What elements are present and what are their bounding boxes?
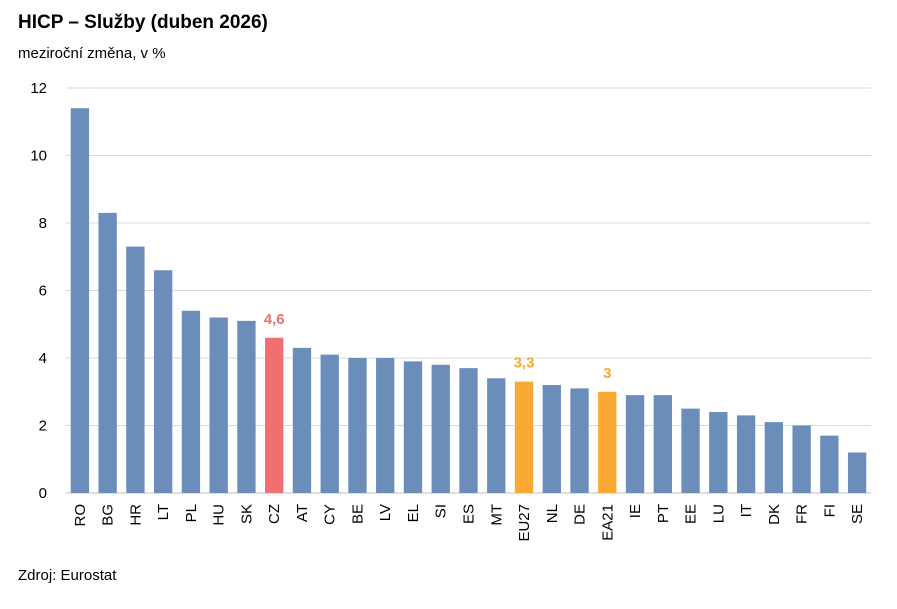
y-tick-label: 4 [39, 350, 47, 367]
x-tick-label: BG [100, 504, 117, 526]
x-tick-label: SK [238, 504, 255, 524]
data-label-cz: 4,6 [264, 311, 285, 328]
bar-hr [126, 246, 145, 493]
x-tick-label: PL [183, 504, 200, 522]
bar-pt [653, 395, 672, 493]
bar-lu [709, 412, 728, 493]
x-tick-label: EU27 [516, 504, 533, 542]
bar-sk [237, 320, 256, 493]
x-tick-label: IT [738, 504, 755, 517]
bar-si [431, 364, 450, 493]
y-tick-label: 0 [39, 485, 47, 502]
bar-fr [792, 425, 811, 493]
bar-nl [542, 385, 561, 493]
x-tick-label: PT [655, 504, 672, 523]
bar-lv [376, 358, 395, 493]
x-tick-label: SE [849, 504, 866, 524]
data-label-eu27: 3,3 [514, 355, 535, 372]
x-tick-label: HU [211, 504, 228, 526]
bar-ie [625, 395, 645, 493]
bar-cz [265, 337, 284, 493]
bar-it [736, 415, 756, 493]
x-tick-label: SI [433, 504, 450, 518]
bar-mt [487, 378, 506, 493]
bar-be [348, 358, 367, 493]
bar-bg [98, 212, 117, 493]
y-tick-label: 12 [30, 80, 47, 97]
bar-el [403, 361, 423, 493]
bar-de [570, 388, 589, 493]
bar-ea21 [598, 391, 617, 493]
bar-at [292, 347, 312, 493]
bar-lt [153, 270, 173, 493]
bar-es [459, 368, 478, 493]
x-tick-label: DK [766, 504, 783, 525]
x-tick-label: EA21 [599, 504, 616, 541]
bar-ro [70, 108, 90, 493]
source-note: Zdroj: Eurostat [18, 567, 117, 584]
y-tick-label: 6 [39, 283, 47, 300]
x-tick-label: MT [488, 504, 505, 526]
x-tick-label: EE [683, 504, 700, 524]
data-labels: 4,6 3,3 3 [264, 311, 612, 382]
x-tick-label: BE [349, 504, 366, 524]
gridlines [66, 87, 871, 494]
bar-hu [209, 317, 228, 493]
x-tick-label: IE [627, 504, 644, 518]
data-label-ea21: 3 [603, 365, 611, 382]
bar-cy [320, 354, 339, 493]
x-tick-label: LV [377, 504, 394, 521]
x-tick-label: LT [155, 504, 172, 520]
y-axis-ticks: 0 2 4 6 8 10 12 [30, 80, 47, 502]
x-tick-label: LU [710, 504, 727, 523]
chart-title: HICP – Služby (duben 2026) [18, 12, 268, 33]
bar-pl [181, 310, 201, 493]
bar-ee [681, 408, 700, 493]
y-tick-label: 10 [30, 148, 47, 165]
x-tick-label: ES [461, 504, 478, 524]
bar-se [847, 452, 867, 493]
y-tick-label: 8 [39, 215, 47, 232]
x-tick-label: EL [405, 504, 422, 522]
bar-fi [820, 435, 839, 493]
x-tick-label: HR [127, 504, 144, 526]
x-tick-label: NL [544, 504, 561, 523]
bars [70, 108, 867, 493]
x-tick-label: CY [322, 504, 339, 525]
x-tick-label: CZ [266, 504, 283, 524]
x-tick-label: FI [821, 504, 838, 517]
x-tick-label: RO [72, 504, 89, 527]
x-tick-label: DE [572, 504, 589, 525]
x-tick-label: FR [794, 504, 811, 524]
x-axis-ticks: RO BG HR LT PL HU SK CZ AT CY BE LV EL SI ES MT EU27 NL DE… [72, 504, 866, 542]
chart-subtitle: meziroční změna, v % [18, 45, 166, 62]
y-tick-label: 2 [39, 418, 47, 435]
bar-eu27 [514, 381, 534, 493]
bar-dk [764, 422, 784, 493]
x-tick-label: AT [294, 504, 311, 522]
